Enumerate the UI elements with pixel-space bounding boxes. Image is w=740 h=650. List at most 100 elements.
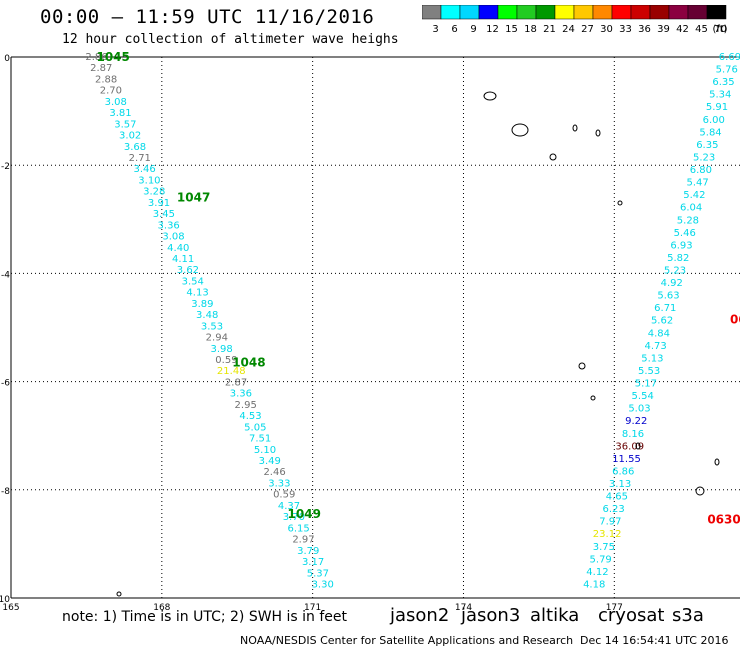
- track2-value: 5.34: [709, 90, 731, 101]
- track1-value: 0.59: [215, 355, 237, 366]
- track1-value: 2.95: [235, 400, 257, 411]
- legend-cryosat: cryosat: [598, 605, 665, 626]
- track1-value: 3.89: [191, 299, 213, 310]
- time-label: 1049: [288, 507, 321, 521]
- track2-value: 5.42: [683, 190, 705, 201]
- time-label: 062: [730, 312, 740, 326]
- track2-value: 4.18: [583, 579, 605, 590]
- track2-value: 8.16: [622, 429, 644, 440]
- island-outline: [595, 129, 601, 137]
- colorbar-label: 36: [638, 24, 651, 35]
- colorbar-swatch: [706, 5, 727, 20]
- track2-value: 6.80: [690, 165, 712, 176]
- legend-jason2: jason2: [390, 605, 450, 626]
- track1-value: 3.68: [124, 142, 146, 153]
- footnote: note: 1) Time is in UTC; 2) SWH is in fe…: [62, 609, 348, 625]
- track2-value: 3.13: [609, 479, 631, 490]
- track2-value: 5.63: [657, 291, 679, 302]
- track2-value: 4.12: [586, 567, 608, 578]
- colorbar-label: 42: [676, 24, 689, 35]
- track1-value: 5.10: [254, 445, 276, 456]
- track1-value: 3.02: [119, 131, 141, 142]
- colorbar-label: 21: [543, 24, 556, 35]
- track2-value: 5.62: [651, 316, 673, 327]
- track2-value: 6.00: [703, 115, 725, 126]
- track1-value: 3.36: [158, 220, 180, 231]
- colorbar-label: (ft): [712, 24, 727, 35]
- track1-value: 3.81: [109, 108, 131, 119]
- track2-value: 5.13: [641, 353, 663, 364]
- track1-value: 4.11: [172, 254, 194, 265]
- track1-value: 3.33: [268, 478, 290, 489]
- y-tick-label: -8: [1, 487, 10, 497]
- island-outline: [572, 124, 578, 132]
- track2-value: 5.53: [638, 366, 660, 377]
- track2-value: 5.82: [667, 253, 689, 264]
- y-tick-label: -4: [1, 270, 10, 280]
- track1-value: 2.87: [90, 63, 112, 74]
- x-tick-label: 177: [606, 603, 623, 610]
- track2-value: 6.35: [696, 140, 718, 151]
- track2-value: 11.55: [612, 454, 641, 465]
- track2-value: 5.79: [590, 554, 612, 565]
- track2-value: 6.04: [680, 203, 702, 214]
- track2-value: 6.23: [602, 504, 624, 515]
- colorbar-label: 30: [600, 24, 613, 35]
- track1-value: 3.49: [259, 456, 281, 467]
- track1-value: 5.37: [307, 568, 329, 579]
- x-tick-label: 174: [455, 603, 472, 610]
- track1-value: 3.36: [230, 389, 252, 400]
- x-tick-label: 171: [304, 603, 321, 610]
- track1-value: 3.53: [201, 321, 223, 332]
- track1-value: 2.97: [292, 535, 314, 546]
- colorbar-label: 9: [470, 24, 476, 35]
- track2-value: 5.76: [716, 65, 738, 76]
- island-outline: [714, 458, 720, 466]
- track1-value: 0.59: [273, 490, 295, 501]
- colorbar-label: 27: [581, 24, 594, 35]
- island-outline: [116, 591, 122, 597]
- time-label: 1048: [232, 356, 265, 370]
- track2-value: 4.92: [661, 278, 683, 289]
- island-outline: [617, 200, 623, 206]
- track2-value: 5.03: [628, 404, 650, 415]
- island-outline: [578, 362, 586, 370]
- track1-value: 3.17: [302, 557, 324, 568]
- track1-value: 4.53: [239, 411, 261, 422]
- colorbar-label: 12: [486, 24, 499, 35]
- track2-value: 5.28: [677, 215, 699, 226]
- track2-value: 6.86: [612, 466, 634, 477]
- track2-value: 7.97: [599, 517, 621, 528]
- chart-title: 00:00 – 11:59 UTC 11/16/2016: [40, 6, 375, 28]
- track2-value: 4.84: [648, 328, 670, 339]
- track1-value: 4.13: [186, 288, 208, 299]
- track2-value: 3.75: [593, 542, 615, 553]
- track2-value: 5.54: [632, 391, 654, 402]
- track1-value: 3.79: [297, 546, 319, 557]
- colorbar-label: 39: [657, 24, 670, 35]
- colorbar-label: 45: [695, 24, 708, 35]
- track2-value: 5.23: [664, 266, 686, 277]
- track2-value: 9.22: [625, 416, 647, 427]
- track1-value: 3.46: [133, 164, 155, 175]
- y-tick-label: 0: [4, 54, 10, 64]
- track1-value: 2.70: [100, 86, 122, 97]
- island-outline: [511, 123, 529, 137]
- track1-value: 6.15: [288, 523, 310, 534]
- y-tick-label: -2: [1, 162, 10, 172]
- colorbar-label: 3: [432, 24, 438, 35]
- track1-value: 2.88: [95, 74, 117, 85]
- colorbar-label: 70: [714, 24, 727, 35]
- colorbar-label: 18: [524, 24, 537, 35]
- track1-value: 3.62: [177, 265, 199, 276]
- track1-value: 5.05: [244, 422, 266, 433]
- chart-subtitle: 12 hour collection of altimeter wave hei…: [62, 32, 399, 47]
- track1-value: 7.51: [249, 434, 271, 445]
- x-tick-label: 168: [153, 603, 170, 610]
- track1-value: 3.30: [312, 579, 334, 590]
- track2-value: 5.84: [699, 127, 721, 138]
- track2-value: 6.69: [719, 52, 740, 63]
- time-label: 0630: [707, 513, 740, 527]
- track1-value: 3.91: [148, 198, 170, 209]
- track1-value: 2.71: [129, 153, 151, 164]
